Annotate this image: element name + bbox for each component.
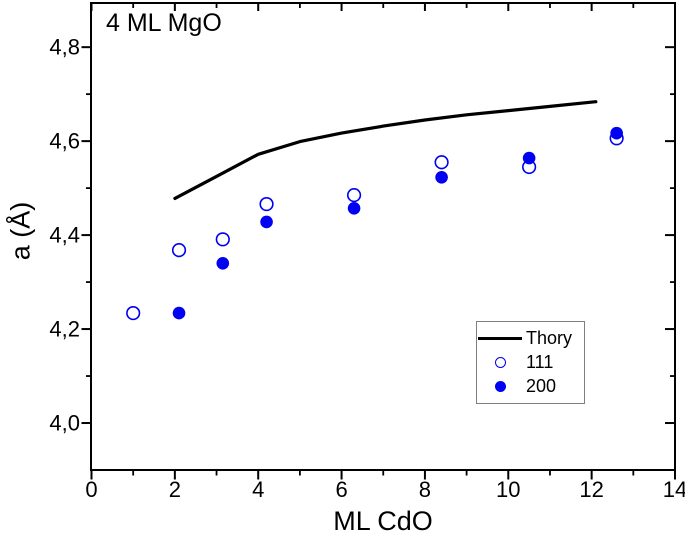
legend-box: Thory 111 200 (476, 321, 585, 404)
data-point-111 (434, 155, 449, 170)
y-tick-label: 4,2 (49, 317, 80, 342)
legend-label-200: 200 (526, 376, 557, 397)
legend-entry-theory: Thory (477, 326, 584, 350)
data-point-111 (126, 305, 141, 321)
x-axis-label: ML CdO (333, 506, 433, 536)
data-point-200 (172, 306, 186, 320)
data-point-111 (346, 188, 362, 203)
data-point-111 (259, 196, 274, 212)
data-point-200 (522, 151, 536, 165)
x-tick-label: 0 (85, 477, 97, 502)
legend-label-111: 111 (526, 351, 554, 372)
legend-swatch-200 (477, 381, 523, 393)
filled-circle-icon (494, 381, 506, 393)
data-point-200 (260, 215, 273, 229)
data-point-200 (435, 171, 448, 184)
y-tick-label: 4,8 (49, 35, 80, 60)
data-point-111 (215, 232, 230, 247)
x-tick-label: 14 (663, 477, 685, 502)
y-axis-label: a (Å) (5, 201, 36, 261)
data-point-111 (171, 243, 187, 258)
legend-entry-200: 200 (477, 375, 584, 399)
x-tick-label: 10 (496, 477, 520, 502)
legend-swatch-theory (477, 336, 523, 340)
y-tick-label: 4,4 (49, 223, 80, 248)
theory-line-icon (478, 336, 522, 340)
legend-entry-111: 111 (477, 350, 584, 374)
data-point-200 (610, 126, 623, 140)
x-tick-label: 6 (335, 477, 347, 502)
y-tick-label: 4,6 (49, 129, 80, 154)
theory-line (173, 100, 598, 200)
plot-frame (90, 2, 676, 471)
y-tick-label: 4,0 (49, 411, 80, 436)
legend-label-theory: Thory (526, 327, 573, 348)
legend-swatch-111 (477, 356, 523, 368)
x-tick-label: 8 (419, 477, 431, 502)
data-point-200 (216, 256, 230, 270)
x-tick-label: 4 (252, 477, 264, 502)
open-circle-icon (494, 356, 506, 368)
x-tick-label: 12 (579, 477, 603, 502)
plot-annotation: 4 ML MgO (106, 9, 222, 37)
data-point-200 (347, 202, 361, 215)
x-tick-label: 2 (169, 477, 181, 502)
